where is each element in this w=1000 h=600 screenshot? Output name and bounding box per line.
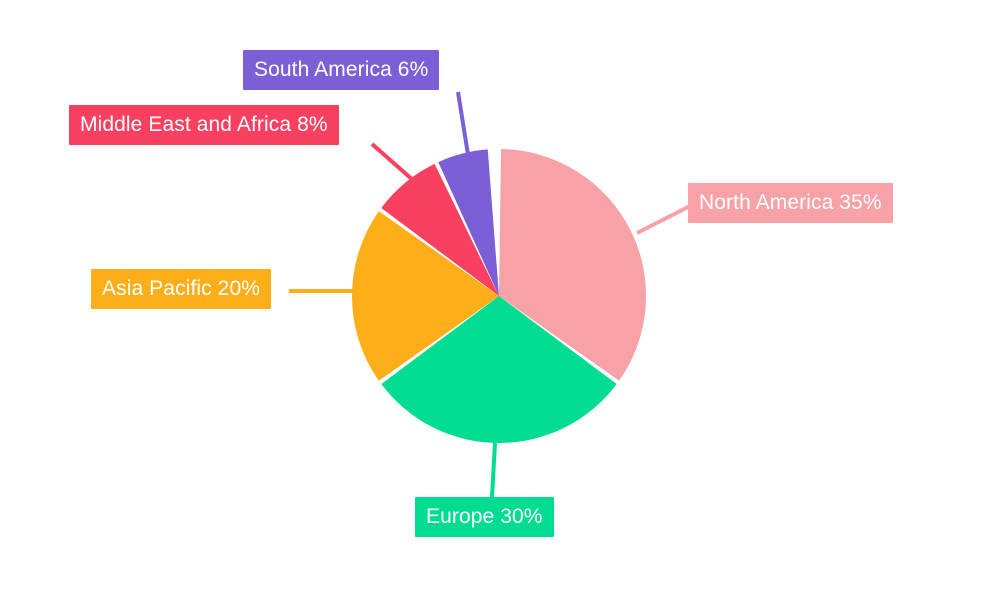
pie-slice-label: Asia Pacific 20% — [91, 269, 272, 309]
pie-slice[interactable] — [381, 163, 499, 296]
pie-slice[interactable] — [438, 149, 499, 296]
pie-leader-line — [636, 204, 691, 235]
pie-slice-label: Europe 30% — [415, 497, 554, 537]
pie-slice-label: North America 35% — [688, 183, 893, 223]
pie-leader-line — [370, 142, 416, 183]
pie-slice[interactable] — [351, 211, 499, 381]
pie-slices-group — [351, 149, 647, 444]
pie-slice[interactable] — [381, 296, 617, 444]
pie-slice-label: Middle East and Africa 8% — [69, 105, 339, 145]
pie-slice-label: South America 6% — [243, 50, 440, 90]
pie-leader-line — [490, 442, 497, 498]
pie-slice[interactable] — [499, 149, 647, 381]
